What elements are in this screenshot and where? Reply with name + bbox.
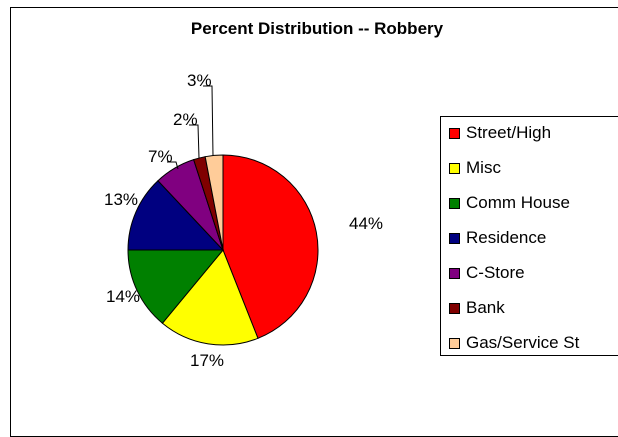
- data-label: 44%: [349, 214, 383, 233]
- legend-label: Residence: [466, 228, 547, 247]
- legend-swatch: [449, 302, 460, 314]
- leader-line: [189, 124, 200, 159]
- pie-slice-street-high: [222, 154, 319, 339]
- pie-chart: 44% 17% 14% 13% 7%2% 3%: [104, 71, 383, 370]
- data-label: 17%: [190, 351, 224, 370]
- legend-swatch: [449, 267, 460, 279]
- legend-label: Comm House: [466, 193, 570, 212]
- leader-line: [203, 85, 214, 157]
- legend-item: Street/High: [449, 122, 551, 144]
- legend-label: Street/High: [466, 123, 552, 142]
- legend-label: C-Store: [466, 263, 525, 282]
- pie-slice-misc: [161, 249, 259, 346]
- legend-swatch: [449, 127, 460, 139]
- legend-label: Gas/Service St: [466, 333, 580, 352]
- legend-swatch: [449, 232, 460, 244]
- legend-item: Bank: [449, 297, 505, 319]
- legend-item: C-Store: [449, 262, 525, 284]
- data-label: 3%: [187, 71, 212, 90]
- legend-item: Misc: [449, 157, 501, 179]
- legend-label: Misc: [466, 158, 501, 177]
- legend: Street/High Misc Comm House Residence C-Stor…: [440, 116, 618, 356]
- data-label: 2%: [173, 110, 198, 129]
- legend-swatch: [449, 337, 460, 349]
- chart-title: Percent Distribution -- Robbery: [190, 19, 444, 38]
- pie-slice-comm-house: [127, 249, 225, 324]
- legend-swatch: [449, 162, 460, 174]
- pie-slice-residence: [127, 180, 225, 251]
- legend-label: Bank: [466, 298, 505, 317]
- leader-line: [167, 161, 179, 170]
- legend-item: Gas/Service St: [449, 332, 579, 354]
- data-label: 7%: [148, 147, 173, 166]
- data-label: 14%: [106, 287, 140, 306]
- legend-swatch: [449, 197, 460, 209]
- data-label: 13%: [104, 190, 138, 209]
- legend-item: Comm House: [449, 192, 570, 214]
- legend-item: Residence: [449, 227, 546, 249]
- pie-slice-gas-service-st: [204, 154, 224, 251]
